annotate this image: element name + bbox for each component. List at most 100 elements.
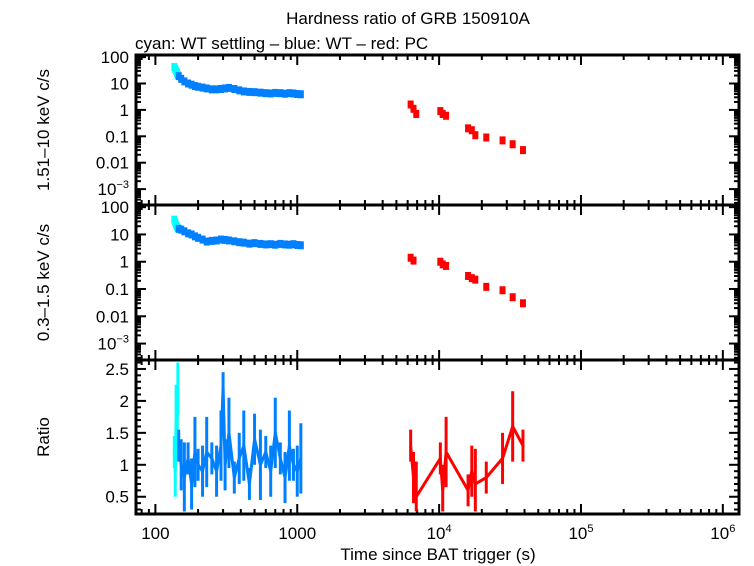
y-axis-label-1: 0.3–1.5 keV c/s bbox=[34, 224, 53, 341]
y-tick-label: 0.1 bbox=[105, 127, 129, 146]
x-tick-label: 104 bbox=[427, 523, 452, 543]
data-point-pc bbox=[407, 100, 414, 109]
data-point-pc bbox=[483, 133, 490, 142]
data-point-wt bbox=[225, 83, 232, 92]
y-axis-label-2: Ratio bbox=[34, 417, 53, 457]
data-point-wt bbox=[290, 240, 297, 249]
data-point-wt bbox=[188, 230, 195, 239]
y-tick-label: 1.5 bbox=[105, 424, 129, 443]
data-point-wt bbox=[262, 240, 269, 249]
data-point-wt bbox=[203, 84, 210, 93]
data-point-pc bbox=[443, 111, 450, 120]
data-point-wt bbox=[185, 79, 192, 88]
data-point-pc bbox=[468, 274, 475, 283]
panel-frame-2 bbox=[134, 358, 741, 516]
x-axis-label: Time since BAT trigger (s) bbox=[340, 545, 535, 564]
y-tick-label: 0.01 bbox=[96, 154, 129, 173]
data-point-wt bbox=[257, 239, 264, 248]
data-point-wt bbox=[294, 241, 301, 250]
data-point-pc bbox=[519, 299, 526, 308]
data-point-wt bbox=[222, 235, 229, 244]
data-point-wt bbox=[236, 238, 243, 247]
data-point-wt bbox=[272, 240, 279, 249]
data-point-pc bbox=[410, 104, 417, 113]
data-point-wt bbox=[277, 239, 284, 248]
data-point-wt bbox=[199, 235, 206, 244]
data-point-pc bbox=[413, 109, 420, 118]
data-point-pc bbox=[472, 275, 479, 284]
x-tick-label: 106 bbox=[710, 523, 735, 543]
data-point-wt bbox=[240, 238, 247, 247]
y-tick-label: 10 bbox=[110, 74, 129, 93]
y-axis-label-0: 1.51–10 keV c/s bbox=[34, 69, 53, 191]
data-point-wt bbox=[286, 240, 293, 249]
data-point-pc bbox=[465, 124, 472, 133]
x-tick-label: 1000 bbox=[278, 524, 316, 543]
data-point-wt bbox=[217, 84, 224, 93]
data-point-wt bbox=[272, 88, 279, 97]
panel-frame-0 bbox=[134, 53, 741, 207]
y-tick-label: 10 bbox=[110, 225, 129, 244]
data-point-wt bbox=[231, 84, 238, 93]
data-point-wt bbox=[185, 229, 192, 238]
y-tick-label: 1 bbox=[120, 253, 129, 272]
panel-frame-1 bbox=[134, 203, 741, 362]
data-point-wt bbox=[294, 89, 301, 98]
data-point-pc bbox=[509, 293, 516, 302]
data-point-wt bbox=[240, 87, 247, 96]
data-point-wt bbox=[262, 89, 269, 98]
data-point-pc bbox=[499, 136, 506, 145]
data-point-wt bbox=[236, 86, 243, 95]
data-point-wt bbox=[213, 236, 220, 245]
data-point-wt bbox=[178, 225, 185, 234]
chart-title: Hardness ratio of GRB 150910A bbox=[286, 9, 530, 28]
data-point-wt bbox=[191, 82, 198, 91]
data-point-wt bbox=[251, 88, 258, 97]
y-tick-label: 2.5 bbox=[105, 360, 129, 379]
data-point-wt bbox=[231, 237, 238, 246]
data-point-pc bbox=[519, 146, 526, 155]
data-point-wt bbox=[267, 240, 274, 249]
data-point-wt bbox=[213, 85, 220, 94]
data-point-wt bbox=[208, 85, 215, 94]
data-point-wt bbox=[290, 89, 297, 98]
data-point-pc bbox=[443, 261, 450, 270]
data-point-wt bbox=[217, 235, 224, 244]
data-point-wt bbox=[181, 227, 188, 236]
data-point-wt bbox=[225, 236, 232, 245]
data-point-wt bbox=[297, 241, 304, 250]
data-point-wt bbox=[188, 80, 195, 89]
data-point-wt bbox=[286, 89, 293, 98]
data-point-pc bbox=[509, 140, 516, 149]
data-point-wt bbox=[267, 89, 274, 98]
chart-subtitle: cyan: WT settling – blue: WT – red: PC bbox=[135, 34, 428, 53]
data-point-wt bbox=[251, 239, 258, 248]
data-point-wt bbox=[246, 87, 253, 96]
y-tick-label: 1 bbox=[120, 456, 129, 475]
data-point-pc bbox=[499, 286, 506, 295]
data-point-wt bbox=[191, 232, 198, 241]
data-point-wt bbox=[246, 239, 253, 248]
data-point-wt bbox=[297, 90, 304, 99]
y-tick-label: 100 bbox=[101, 198, 129, 217]
data-point-pc bbox=[472, 131, 479, 140]
data-point-wt bbox=[199, 83, 206, 92]
y-tick-label: 0.01 bbox=[96, 307, 129, 326]
data-point-wt bbox=[195, 82, 202, 91]
data-point-wt bbox=[282, 240, 289, 249]
data-point-pc bbox=[483, 282, 490, 291]
data-point-pc bbox=[439, 260, 446, 269]
y-tick-label: 100 bbox=[101, 48, 129, 67]
data-point-wt bbox=[282, 89, 289, 98]
y-tick-label: 0.5 bbox=[105, 488, 129, 507]
data-point-wt bbox=[181, 77, 188, 86]
data-point-wt bbox=[222, 84, 229, 93]
data-point-pc bbox=[465, 271, 472, 280]
data-point-pc bbox=[468, 126, 475, 135]
y-tick-label: 1 bbox=[120, 101, 129, 120]
data-point-pc bbox=[410, 256, 417, 265]
y-tick-label: 10−3 bbox=[98, 179, 129, 199]
data-point-wt bbox=[277, 89, 284, 98]
